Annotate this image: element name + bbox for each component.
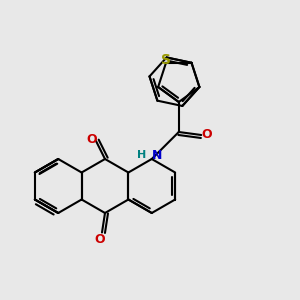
Text: O: O [86, 133, 97, 146]
Text: N: N [152, 149, 162, 162]
Text: O: O [94, 232, 105, 246]
Text: S: S [161, 53, 171, 67]
Text: H: H [137, 150, 146, 161]
Text: O: O [201, 128, 212, 142]
